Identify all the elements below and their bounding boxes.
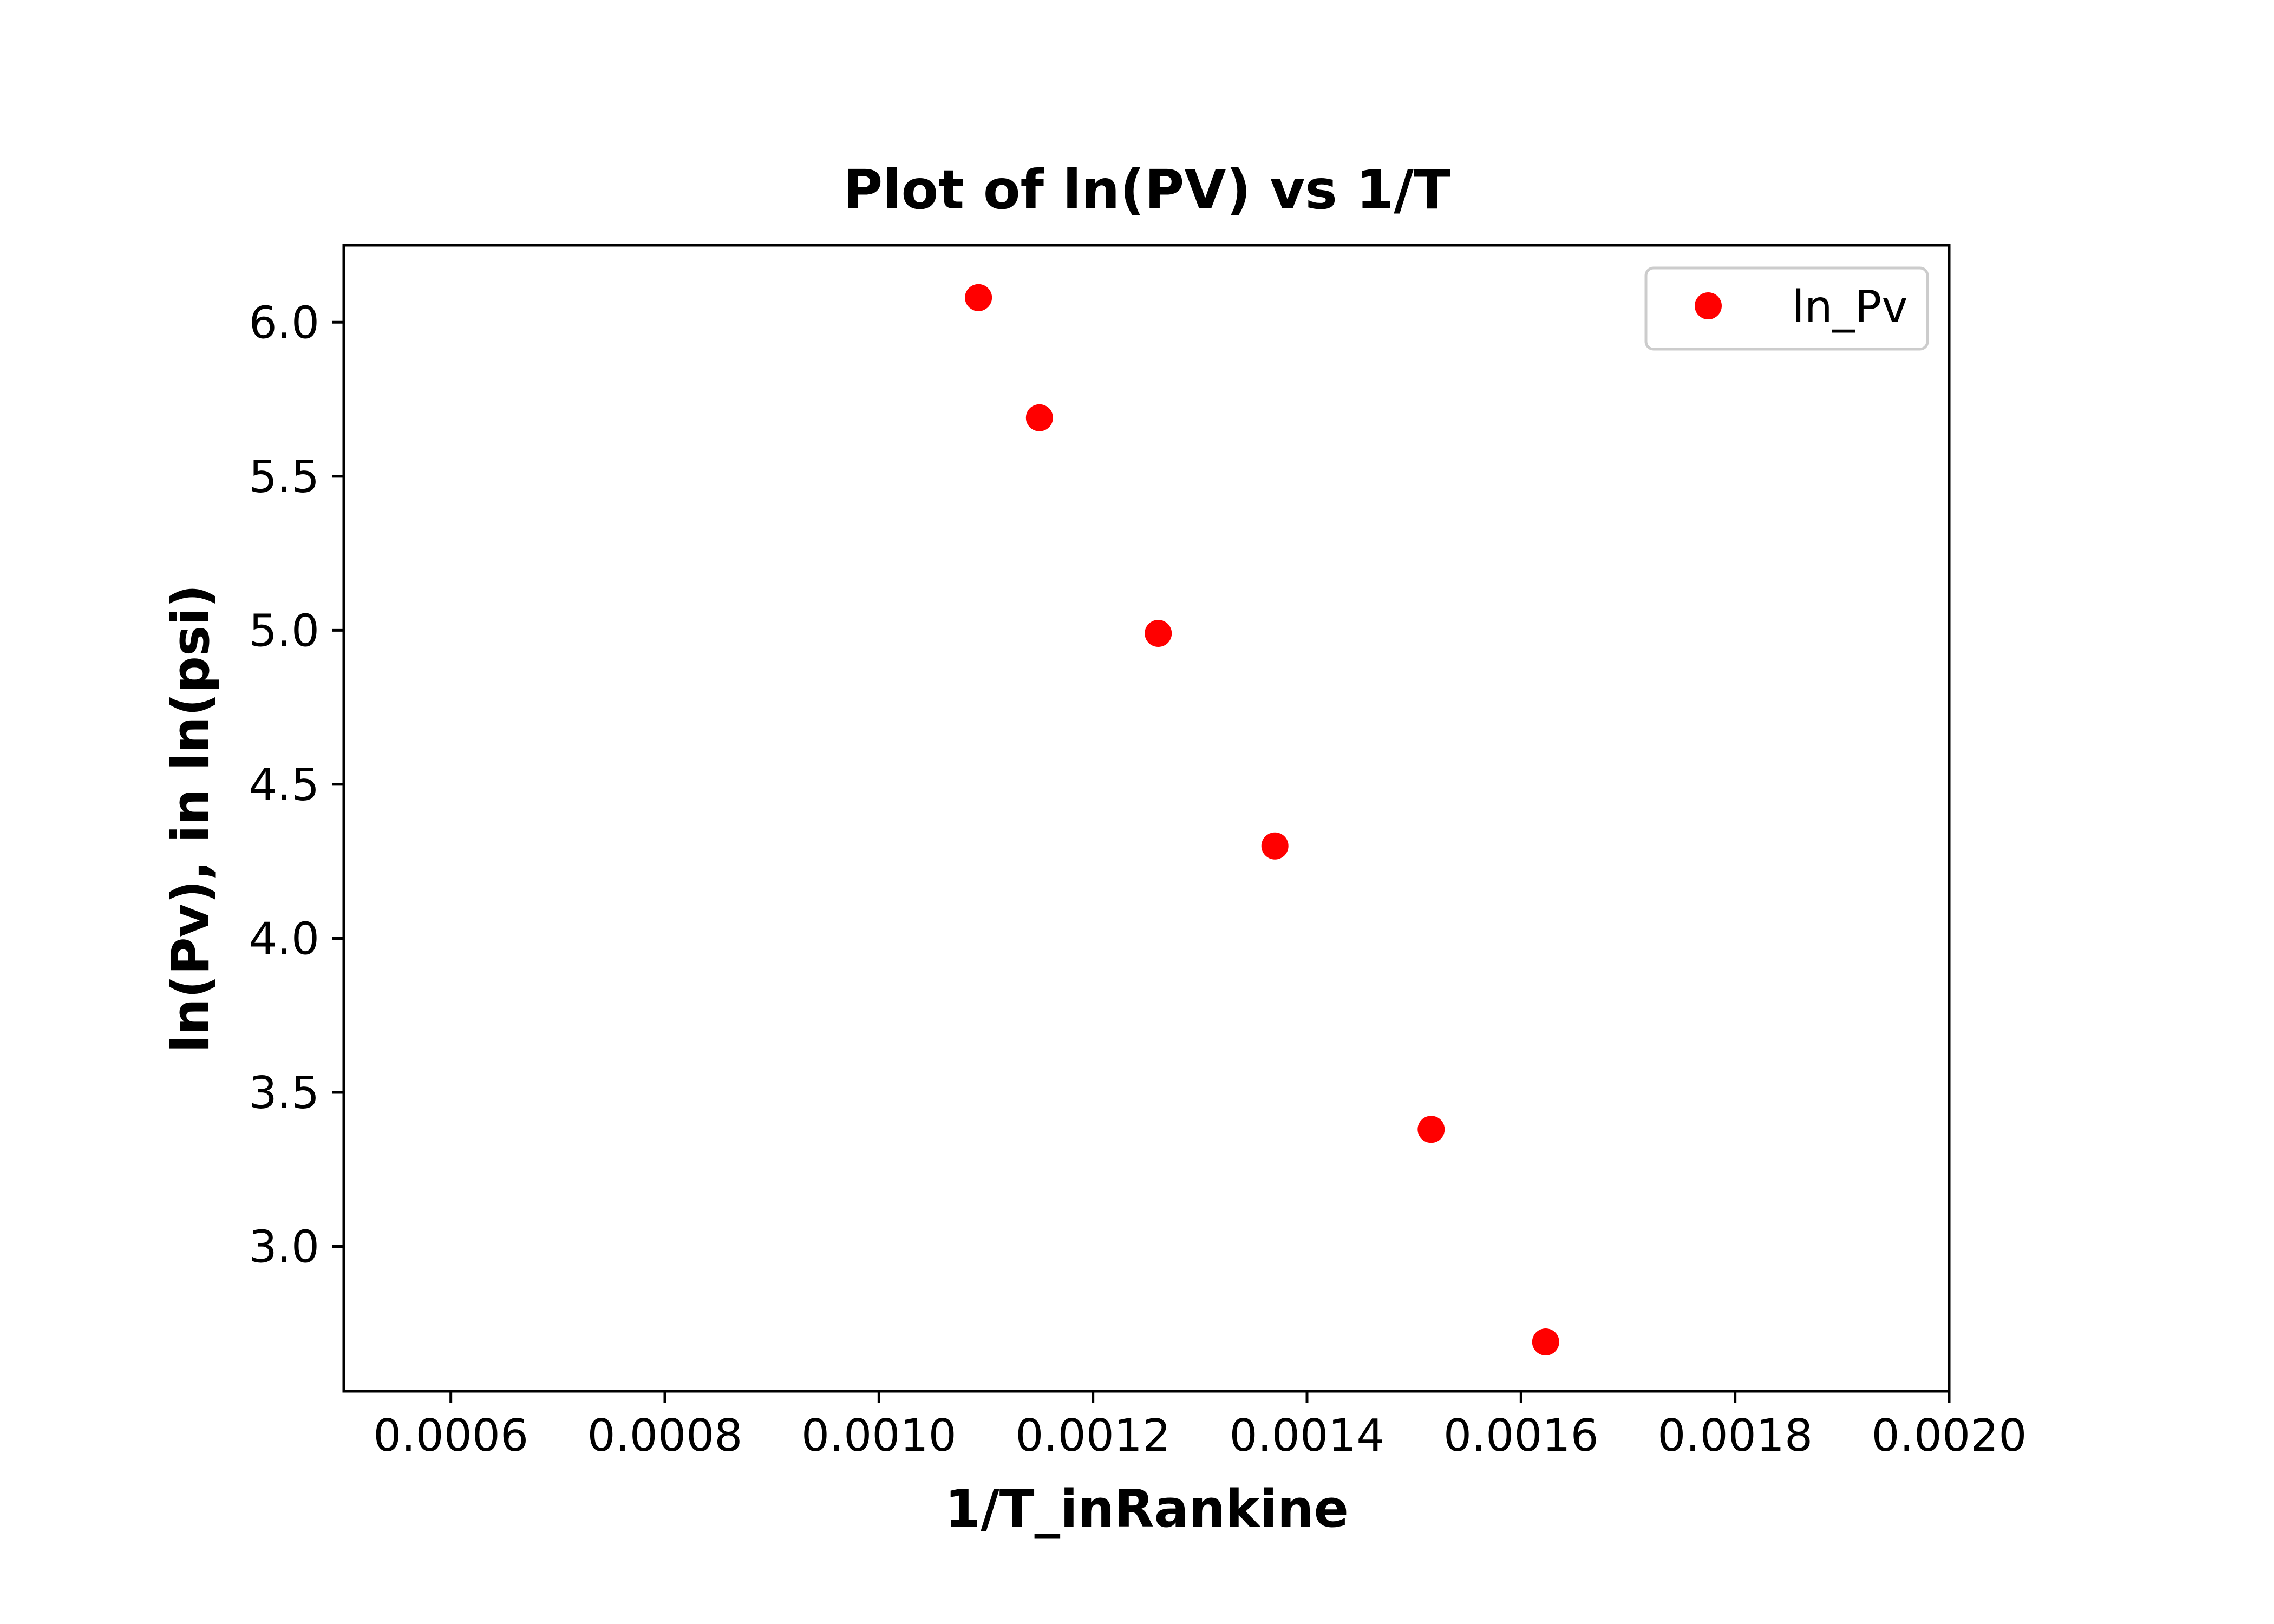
axes-frame xyxy=(342,244,1951,1393)
data-points xyxy=(965,284,1559,1355)
y-tick-label: 3.5 xyxy=(249,1068,319,1119)
y-tick-label: 5.5 xyxy=(249,451,319,503)
plot-area: 0.0006 0.0008 0.0010 0.0012 0.0014 0.0016 0.00… xyxy=(249,244,2027,1462)
x-axis-label: 1/T_inRankine xyxy=(945,1479,1349,1539)
y-tick-label: 4.5 xyxy=(249,759,319,811)
y-axis-ticks: 3.0 3.5 4.0 4.5 5.0 5.5 6.0 xyxy=(249,297,344,1273)
y-tick-label: 5.0 xyxy=(249,605,319,657)
x-tick-label: 0.0008 xyxy=(587,1410,743,1462)
data-point xyxy=(1145,620,1172,647)
data-point xyxy=(965,284,992,311)
x-tick-label: 0.0014 xyxy=(1230,1410,1385,1462)
y-tick-label: 3.0 xyxy=(249,1222,319,1273)
x-tick-label: 0.0018 xyxy=(1657,1410,1813,1462)
data-point xyxy=(1417,1116,1445,1143)
y-axis-label: ln(Pv), in ln(psi) xyxy=(161,584,221,1052)
legend-label: ln_Pv xyxy=(1792,281,1908,333)
x-tick-label: 0.0020 xyxy=(1872,1410,2027,1462)
legend-marker xyxy=(1695,292,1722,319)
legend-box xyxy=(1644,266,1929,351)
x-tick-label: 0.0016 xyxy=(1443,1410,1599,1462)
data-point xyxy=(1261,832,1289,860)
data-point xyxy=(1532,1328,1559,1355)
y-tick-label: 4.0 xyxy=(249,913,319,965)
legend: ln_Pv xyxy=(1644,266,1929,351)
data-point xyxy=(1025,404,1053,431)
chart-title: Plot of ln(PV) vs 1/T xyxy=(843,158,1450,221)
x-tick-label: 0.0006 xyxy=(373,1410,528,1462)
y-tick-label: 6.0 xyxy=(249,297,319,349)
x-axis-ticks: 0.0006 0.0008 0.0010 0.0012 0.0014 0.0016 0.00… xyxy=(373,1391,2027,1462)
x-tick-label: 0.0010 xyxy=(801,1410,957,1462)
x-tick-label: 0.0012 xyxy=(1015,1410,1171,1462)
